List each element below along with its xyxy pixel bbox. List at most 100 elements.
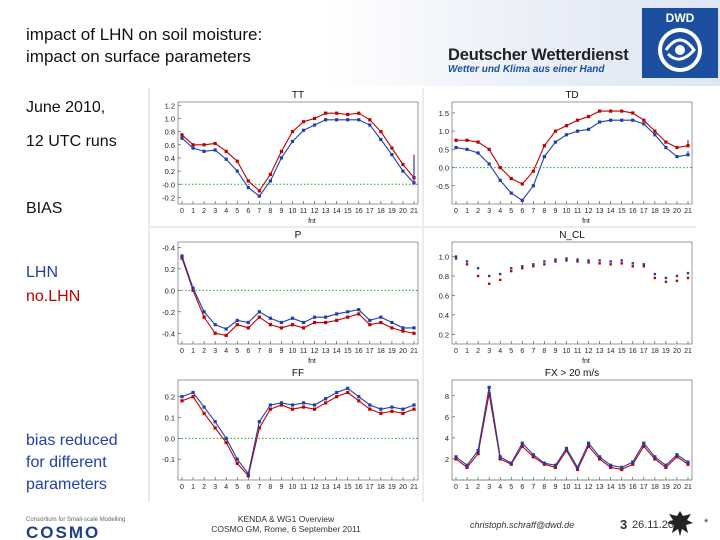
data-point bbox=[268, 179, 272, 183]
xtick-label: 16 bbox=[629, 208, 637, 215]
xtick-label: 14 bbox=[333, 348, 341, 355]
data-point bbox=[268, 172, 272, 176]
xtick-label: 9 bbox=[279, 208, 283, 215]
data-point bbox=[290, 316, 295, 320]
data-point bbox=[312, 116, 317, 121]
data-point bbox=[357, 111, 361, 115]
data-point bbox=[257, 426, 261, 430]
data-point bbox=[390, 405, 394, 409]
xtick-label: 5 bbox=[235, 484, 239, 491]
data-point bbox=[257, 315, 261, 319]
xtick-label: 6 bbox=[246, 208, 250, 215]
data-point bbox=[576, 260, 579, 263]
xtick-label: 3 bbox=[487, 348, 491, 355]
data-point bbox=[531, 169, 535, 173]
data-point bbox=[368, 323, 372, 327]
data-point bbox=[675, 155, 679, 159]
xtick-label: 13 bbox=[322, 208, 330, 215]
data-point bbox=[564, 133, 569, 137]
data-point bbox=[412, 407, 416, 411]
data-point bbox=[235, 318, 239, 322]
data-point bbox=[202, 143, 206, 147]
data-point bbox=[487, 385, 491, 389]
data-point bbox=[257, 194, 261, 198]
data-point bbox=[554, 260, 557, 263]
ytick-label: -0.2 bbox=[162, 193, 175, 202]
data-point bbox=[531, 453, 535, 457]
chart-svg-tt: TT-0.2-0.00.20.40.60.81.01.20 1 2 3 4 5 6 7 8 9 10… bbox=[162, 90, 419, 225]
data-point bbox=[686, 276, 690, 280]
data-point bbox=[335, 111, 339, 115]
xtick-label: 7 bbox=[257, 484, 261, 491]
xtick-label: 15 bbox=[618, 208, 626, 215]
data-point bbox=[675, 453, 679, 457]
data-point bbox=[653, 455, 657, 459]
data-point bbox=[465, 138, 469, 142]
data-point bbox=[465, 463, 469, 467]
xtick-label: 12 bbox=[311, 208, 319, 215]
ytick-label: 1.5 bbox=[439, 109, 449, 118]
data-point bbox=[224, 149, 228, 153]
data-point bbox=[454, 145, 458, 150]
plot-area-ff bbox=[177, 379, 419, 481]
data-point bbox=[180, 136, 184, 140]
cosmo-logo: Consortium for Small-scale Modelling COS… bbox=[26, 517, 125, 540]
data-point bbox=[312, 123, 317, 127]
data-point bbox=[465, 147, 469, 151]
data-point bbox=[575, 467, 580, 472]
data-point bbox=[368, 123, 372, 127]
xtick-label: 21 bbox=[684, 208, 692, 215]
data-point bbox=[224, 436, 228, 440]
xtick-label: 1 bbox=[465, 348, 469, 355]
ytick-label: 4 bbox=[445, 434, 449, 443]
xtick-label: 19 bbox=[662, 208, 670, 215]
xtick-label: 13 bbox=[596, 208, 604, 215]
data-point bbox=[564, 448, 569, 453]
chart-ff: FF 0.2 0.1 0.0 -0.1 0 1 2 3 4 5 6 7 8 9 10 11 12 13 14 15 16 1… bbox=[150, 366, 422, 502]
runs-label: 12 UTC runs bbox=[26, 133, 117, 150]
ytick-label: -0.5 bbox=[436, 182, 449, 191]
xtick-label: 21 bbox=[684, 484, 692, 491]
data-point bbox=[290, 407, 295, 411]
xtick-label: 6 bbox=[520, 348, 524, 355]
title-line-2: impact on surface parameters bbox=[26, 47, 251, 66]
chart-svg-nclc: N_CL1.00.80.60.40.20 1 2 3 4 5 6 7 8 9 10 11 12 13 14 1… bbox=[439, 230, 693, 365]
data-point bbox=[335, 118, 339, 122]
xtick-label: 3 bbox=[213, 348, 217, 355]
data-point bbox=[379, 130, 383, 134]
data-point bbox=[509, 176, 513, 181]
data-point bbox=[213, 331, 217, 335]
xtick-label: 10 bbox=[563, 348, 571, 355]
data-point bbox=[565, 257, 568, 260]
data-point bbox=[279, 320, 284, 325]
dwd-dot bbox=[675, 45, 685, 55]
xtick-label: 1 bbox=[465, 208, 469, 215]
data-point bbox=[642, 118, 646, 122]
xtick-label: 7 bbox=[531, 348, 535, 355]
data-point bbox=[510, 267, 513, 270]
xtick-label: 10 bbox=[563, 484, 571, 491]
date-label: June 2010, bbox=[26, 99, 106, 116]
xtick-label: 0 bbox=[454, 208, 458, 215]
note-line-1: bias reduced bbox=[26, 432, 118, 449]
chart-title-fx: FX > 20 m/s bbox=[545, 368, 599, 379]
data-point bbox=[346, 315, 350, 319]
plot-area-tt bbox=[177, 101, 419, 205]
x-axis-label-tt: fnt bbox=[308, 218, 316, 225]
xtick-label: 20 bbox=[673, 348, 681, 355]
cosmo-subtitle: Consortium for Small-scale Modelling bbox=[26, 517, 125, 523]
xtick-label: 17 bbox=[366, 484, 374, 491]
data-point bbox=[257, 310, 261, 314]
data-point bbox=[235, 461, 239, 465]
xtick-label: 7 bbox=[531, 484, 535, 491]
ytick-label: 1.2 bbox=[165, 101, 175, 110]
data-point bbox=[357, 312, 361, 316]
chart-title-nclc: N_CL bbox=[559, 230, 585, 241]
ytick-label: 0.5 bbox=[439, 145, 449, 154]
xtick-label: 20 bbox=[399, 208, 407, 215]
data-point bbox=[202, 315, 206, 319]
data-point bbox=[664, 280, 668, 284]
data-point bbox=[454, 257, 458, 260]
data-point bbox=[379, 320, 383, 325]
